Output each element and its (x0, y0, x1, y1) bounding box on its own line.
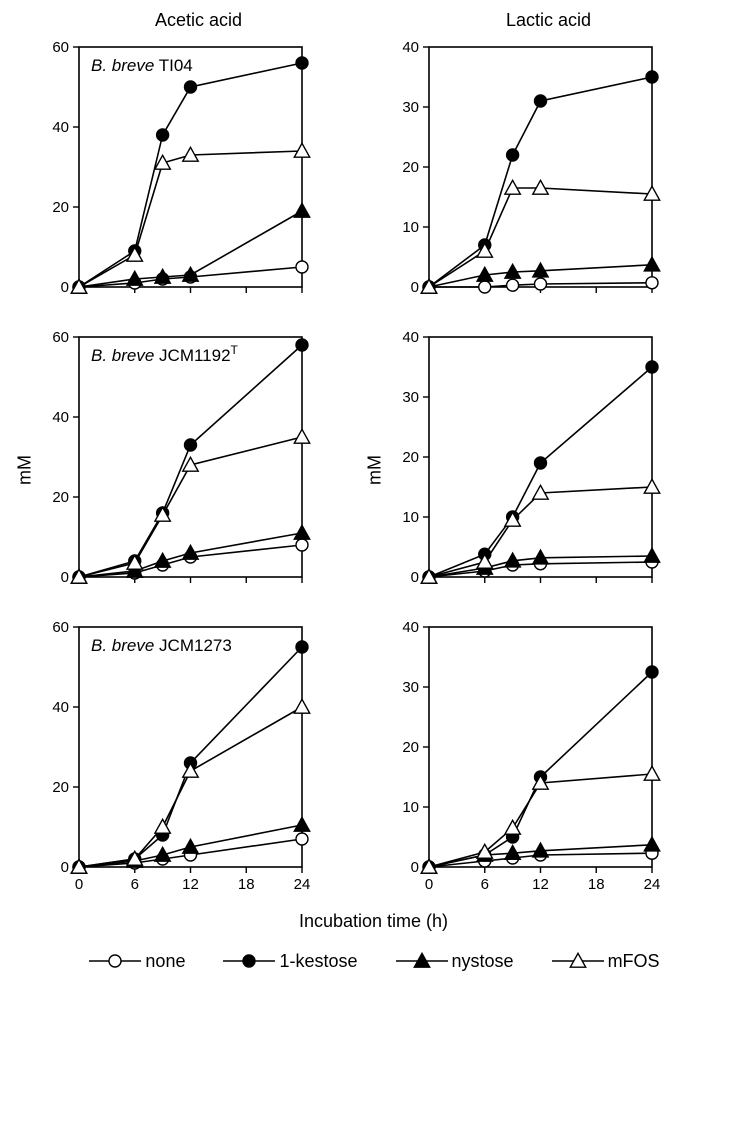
legend-marker-1-kestose (221, 950, 277, 972)
svg-text:0: 0 (60, 569, 68, 586)
panel-1-0: 0204060B. breve JCM1192TmM (24, 325, 374, 615)
panels-container: 0204060B. breve TI040102030400204060B. b… (24, 35, 724, 905)
panel-svg: 0 20 40 60 B. breve TI04 (24, 35, 314, 325)
svg-text:20: 20 (52, 779, 69, 796)
svg-text:24: 24 (293, 876, 310, 893)
svg-text:40: 40 (402, 39, 419, 56)
panel-2-1: 0 10 20 30 40 0 6 12 18 24 (374, 615, 724, 905)
column-header-acetic: Acetic acid (24, 10, 374, 35)
svg-text:24: 24 (643, 876, 660, 893)
svg-text:60: 60 (52, 39, 69, 56)
svg-text:0: 0 (424, 876, 432, 893)
legend: none 1-kestose nystose mFOS (10, 950, 737, 972)
svg-text:30: 30 (402, 99, 419, 116)
svg-text:40: 40 (402, 619, 419, 636)
svg-text:60: 60 (52, 619, 69, 636)
legend-marker-none (87, 950, 143, 972)
panel-svg: 0 20 40 60 B. breve JCM1192T (24, 325, 314, 615)
legend-item-none: none (87, 950, 185, 972)
svg-text:B. breve TI04: B. breve TI04 (91, 56, 193, 75)
svg-text:0: 0 (60, 279, 68, 296)
legend-marker-nystose (394, 950, 450, 972)
column-header-lactic: Lactic acid (374, 10, 724, 35)
panel-svg: 0 20 40 60 0 6 12 18 24 B. breve JCM1273 (24, 615, 314, 905)
svg-text:20: 20 (402, 159, 419, 176)
legend-marker-mFOS (550, 950, 606, 972)
legend-label-mFOS: mFOS (608, 951, 660, 972)
legend-label-1-kestose: 1-kestose (279, 951, 357, 972)
legend-item-nystose: nystose (394, 950, 514, 972)
panel-svg: 0 10 20 30 40 (374, 325, 664, 615)
svg-text:30: 30 (402, 389, 419, 406)
panel-0-0: 0 20 40 60 B. breve TI04 (24, 35, 374, 325)
svg-text:20: 20 (402, 739, 419, 756)
legend-label-nystose: nystose (452, 951, 514, 972)
svg-text:10: 10 (402, 799, 419, 816)
panel-svg: 0 10 20 30 40 0 6 12 18 24 (374, 615, 664, 905)
svg-text:18: 18 (237, 876, 254, 893)
svg-text:18: 18 (587, 876, 604, 893)
svg-text:B. breve JCM1273: B. breve JCM1273 (91, 636, 232, 655)
svg-text:B. breve JCM1192T: B. breve JCM1192T (91, 343, 239, 365)
x-axis-label: Incubation time (h) (10, 911, 737, 932)
chart-grid: Acetic acid Lactic acid (24, 10, 724, 35)
svg-text:6: 6 (480, 876, 488, 893)
panel-2-0: 0 20 40 60 0 6 12 18 24 B. breve JCM1273 (24, 615, 374, 905)
svg-text:60: 60 (52, 329, 69, 346)
svg-text:40: 40 (52, 409, 69, 426)
svg-text:20: 20 (402, 449, 419, 466)
svg-text:0: 0 (74, 876, 82, 893)
panel-svg: 0 10 20 30 40 (374, 35, 664, 325)
svg-text:0: 0 (410, 569, 418, 586)
svg-text:0: 0 (410, 279, 418, 296)
svg-text:12: 12 (182, 876, 199, 893)
y-axis-label: mM (14, 455, 35, 485)
svg-text:20: 20 (52, 199, 69, 216)
svg-text:40: 40 (52, 119, 69, 136)
panel-1-1: 010203040mM (374, 325, 724, 615)
svg-text:6: 6 (130, 876, 138, 893)
legend-item-mFOS: mFOS (550, 950, 660, 972)
svg-text:30: 30 (402, 679, 419, 696)
svg-text:0: 0 (410, 859, 418, 876)
legend-item-1-kestose: 1-kestose (221, 950, 357, 972)
svg-text:10: 10 (402, 219, 419, 236)
svg-text:10: 10 (402, 509, 419, 526)
svg-text:20: 20 (52, 489, 69, 506)
y-axis-label: mM (364, 455, 385, 485)
svg-text:0: 0 (60, 859, 68, 876)
panel-0-1: 0 10 20 30 40 (374, 35, 724, 325)
svg-text:40: 40 (402, 329, 419, 346)
svg-text:40: 40 (52, 699, 69, 716)
legend-label-none: none (145, 951, 185, 972)
svg-text:12: 12 (532, 876, 549, 893)
